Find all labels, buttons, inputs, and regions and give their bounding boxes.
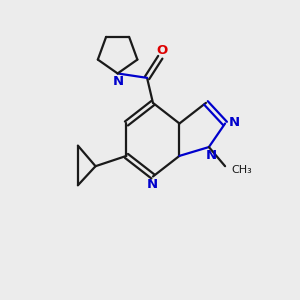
Text: N: N (228, 116, 239, 128)
Text: CH₃: CH₃ (231, 165, 252, 175)
Text: O: O (156, 44, 167, 57)
Text: N: N (112, 75, 124, 88)
Text: N: N (206, 149, 217, 162)
Text: N: N (147, 178, 158, 191)
